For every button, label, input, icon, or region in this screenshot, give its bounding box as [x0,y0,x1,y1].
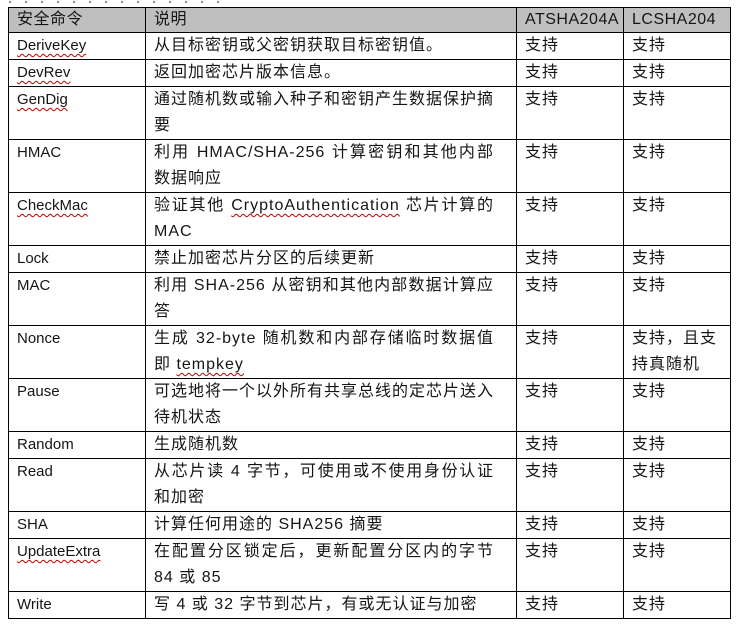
table-row: DevRev 返回加密芯片版本信息。 支持 支持 [8,59,731,87]
command-name: MAC [17,277,51,294]
table-row: CheckMac 验证其他 CryptoAuthentication 芯片计算的… [8,192,731,246]
command-name: UpdateExtra [17,543,101,560]
lcsha204-support-cell: 支持 [623,59,731,87]
table-row: UpdateExtra 在配置分区锁定后，更新配置分区内的字节 84 或 85 … [8,538,731,592]
command-cell: DevRev [8,59,146,87]
description-cell: 在配置分区锁定后，更新配置分区内的字节 84 或 85 [145,538,517,592]
lcsha204-support-cell: 支持 [623,458,731,512]
command-name: SHA [17,516,48,533]
atsha204a-support-cell: 支持 [516,32,624,60]
column-header-description: 说明 [145,7,517,33]
atsha204a-support-cell: 支持 [516,272,624,326]
command-cell: CheckMac [8,192,146,246]
table-row: SHA 计算任何用途的 SHA256 摘要 支持 支持 [8,511,731,539]
atsha204a-support-cell: 支持 [516,59,624,87]
description-cell: 返回加密芯片版本信息。 [145,59,517,87]
atsha204a-support-cell: 支持 [516,458,624,512]
lcsha204-support-cell: 支持 [623,538,731,592]
command-name: DevRev [17,64,71,81]
table-row: DeriveKey 从目标密钥或父密钥获取目标密钥值。 支持 支持 [8,32,731,60]
misspelled-word: tempkey [176,356,244,373]
atsha204a-support-cell: 支持 [516,431,624,459]
command-cell: SHA [8,511,146,539]
table-row: Write 写 4 或 32 字节到芯片，有或无认证与加密 支持 支持 [8,591,731,619]
atsha204a-support-cell: 支持 [516,591,624,619]
table-row: GenDig 通过随机数或输入种子和密钥产生数据保护摘要 支持 支持 [8,86,731,140]
command-cell: Lock [8,245,146,273]
atsha204a-support-cell: 支持 [516,86,624,140]
lcsha204-support-cell: 支持，且支持真随机 [623,325,731,379]
command-cell: DeriveKey [8,32,146,60]
description-cell: 利用 SHA-256 从密钥和其他内部数据计算应答 [145,272,517,326]
command-cell: GenDig [8,86,146,140]
command-name: Lock [17,250,49,267]
lcsha204-support-cell: 支持 [623,272,731,326]
lcsha204-support-cell: 支持 [623,591,731,619]
lcsha204-support-cell: 支持 [623,378,731,432]
command-name: Write [17,596,52,613]
lcsha204-support-cell: 支持 [623,32,731,60]
command-cell: Pause [8,378,146,432]
command-cell: Random [8,431,146,459]
lcsha204-support-cell: 支持 [623,511,731,539]
atsha204a-support-cell: 支持 [516,538,624,592]
command-name: Pause [17,383,60,400]
table-body: DeriveKey 从目标密钥或父密钥获取目标密钥值。 支持 支持 DevRev… [8,32,731,619]
atsha204a-support-cell: 支持 [516,325,624,379]
cropped-caption-fragment [9,1,221,5]
description-cell: 验证其他 CryptoAuthentication 芯片计算的 MAC [145,192,517,246]
command-name: Read [17,463,53,480]
atsha204a-support-cell: 支持 [516,378,624,432]
table-header-row: 安全命令 说明 ATSHA204A LCSHA204 [8,7,731,33]
command-name: CheckMac [17,197,88,214]
command-name: Random [17,436,74,453]
lcsha204-support-cell: 支持 [623,431,731,459]
atsha204a-support-cell: 支持 [516,139,624,193]
command-name: HMAC [17,144,62,161]
atsha204a-support-cell: 支持 [516,192,624,246]
description-cell: 从目标密钥或父密钥获取目标密钥值。 [145,32,517,60]
description-cell: 生成随机数 [145,431,517,459]
command-name: GenDig [17,91,68,108]
table-row: Read 从芯片读 4 字节，可使用或不使用身份认证和加密 支持 支持 [8,458,731,512]
lcsha204-support-cell: 支持 [623,192,731,246]
lcsha204-support-cell: 支持 [623,245,731,273]
table-row: Random 生成随机数 支持 支持 [8,431,731,459]
table-row: MAC 利用 SHA-256 从密钥和其他内部数据计算应答 支持 支持 [8,272,731,326]
atsha204a-support-cell: 支持 [516,245,624,273]
misspelled-word: CryptoAuthentication [231,197,400,214]
column-header-command: 安全命令 [8,7,146,33]
atsha204a-support-cell: 支持 [516,511,624,539]
description-cell: 禁止加密芯片分区的后续更新 [145,245,517,273]
description-cell: 从芯片读 4 字节，可使用或不使用身份认证和加密 [145,458,517,512]
command-name: Nonce [17,330,61,347]
column-header-atsha204a: ATSHA204A [516,7,624,33]
description-cell: 利用 HMAC/SHA-256 计算密钥和其他内部数据响应 [145,139,517,193]
table-row: Nonce 生成 32-byte 随机数和内部存储临时数据值即 tempkey … [8,325,731,379]
description-cell: 计算任何用途的 SHA256 摘要 [145,511,517,539]
description-cell: 生成 32-byte 随机数和内部存储临时数据值即 tempkey [145,325,517,379]
description-cell: 可选地将一个以外所有共享总线的定芯片送入待机状态 [145,378,517,432]
description-cell: 写 4 或 32 字节到芯片，有或无认证与加密 [145,591,517,619]
command-cell: MAC [8,272,146,326]
column-header-lcsha204: LCSHA204 [623,7,731,33]
command-cell: Write [8,591,146,619]
command-cell: HMAC [8,139,146,193]
table-row: Pause 可选地将一个以外所有共享总线的定芯片送入待机状态 支持 支持 [8,378,731,432]
description-cell: 通过随机数或输入种子和密钥产生数据保护摘要 [145,86,517,140]
command-name: DeriveKey [17,37,87,54]
command-cell: Read [8,458,146,512]
command-cell: Nonce [8,325,146,379]
lcsha204-support-cell: 支持 [623,86,731,140]
table-row: HMAC 利用 HMAC/SHA-256 计算密钥和其他内部数据响应 支持 支持 [8,139,731,193]
command-cell: UpdateExtra [8,538,146,592]
lcsha204-support-cell: 支持 [623,139,731,193]
table-row: Lock 禁止加密芯片分区的后续更新 支持 支持 [8,245,731,273]
security-commands-table: 安全命令 说明 ATSHA204A LCSHA204 DeriveKey 从目标… [8,7,731,619]
